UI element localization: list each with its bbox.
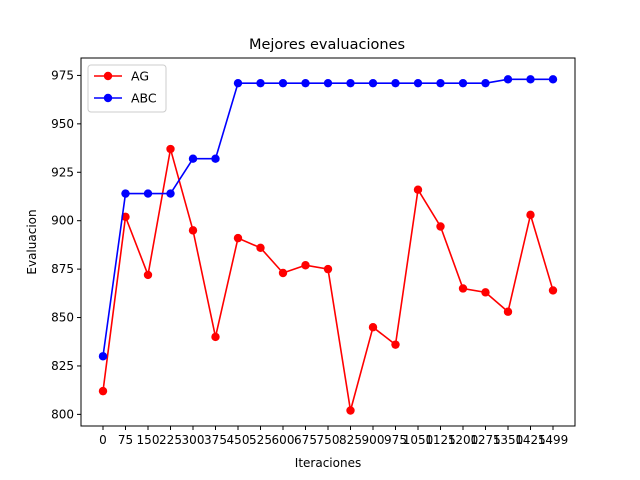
data-point-ag xyxy=(323,264,333,274)
data-point-ag xyxy=(143,270,153,280)
legend-label-abc: ABC xyxy=(131,91,157,106)
data-point-ag xyxy=(458,284,468,293)
y-tick-label: 825 xyxy=(51,359,74,373)
legend-marker-ag xyxy=(103,71,113,81)
data-point-abc xyxy=(368,78,378,88)
data-point-abc xyxy=(413,78,423,88)
y-tick-label: 850 xyxy=(51,311,74,325)
x-tick-label: 450 xyxy=(227,433,250,447)
legend: AG ABC xyxy=(87,64,167,113)
data-point-ag xyxy=(98,386,108,396)
x-tick-label: 1125 xyxy=(425,433,456,447)
x-tick-label: 750 xyxy=(317,433,340,447)
data-point-abc xyxy=(188,154,198,163)
chart-title: Mejores evaluaciones xyxy=(249,37,405,53)
data-point-abc xyxy=(211,154,220,163)
series-layer xyxy=(98,75,558,415)
x-tick-label: 525 xyxy=(249,433,272,447)
x-tick-label: 975 xyxy=(384,433,407,447)
y-axis: 800 825 850 875 900 925 950 975 xyxy=(51,68,81,421)
data-point-ag xyxy=(256,243,265,253)
data-point-abc xyxy=(323,78,333,88)
data-point-ag xyxy=(346,406,355,415)
y-axis-label: Evaluacion xyxy=(25,209,39,274)
data-point-abc xyxy=(278,78,288,88)
x-tick-label: 1200 xyxy=(448,433,479,447)
x-tick-label: 825 xyxy=(339,433,362,447)
data-point-abc xyxy=(503,75,513,84)
data-point-abc xyxy=(436,78,445,88)
y-tick-label: 875 xyxy=(51,262,74,276)
data-point-ag xyxy=(526,210,535,220)
data-point-ag xyxy=(548,286,558,295)
x-tick-label: 900 xyxy=(362,433,385,447)
data-point-abc xyxy=(391,78,400,88)
data-point-ag xyxy=(436,222,445,231)
data-point-ag xyxy=(166,144,175,154)
data-point-ag xyxy=(188,226,198,235)
data-point-ag xyxy=(413,185,423,194)
data-point-abc xyxy=(458,78,468,88)
x-tick-label: 1050 xyxy=(403,433,434,447)
data-point-ag xyxy=(211,332,220,342)
x-tick-label: 1499 xyxy=(538,433,569,447)
y-tick-label: 925 xyxy=(51,165,74,179)
data-point-abc xyxy=(256,78,265,88)
x-tick-label: 150 xyxy=(137,433,160,447)
y-tick-label: 800 xyxy=(51,407,74,421)
x-tick-label: 1275 xyxy=(470,433,501,447)
data-point-abc xyxy=(98,352,108,361)
x-tick-label: 1425 xyxy=(515,433,546,447)
data-point-abc xyxy=(548,75,558,84)
x-tick-label: 675 xyxy=(294,433,317,447)
data-point-abc xyxy=(481,78,490,88)
legend-marker-abc xyxy=(103,93,113,103)
data-point-abc xyxy=(346,78,355,88)
x-tick-label: 375 xyxy=(204,433,227,447)
data-point-ag xyxy=(301,261,310,270)
x-tick-label: 300 xyxy=(182,433,205,447)
data-point-ag xyxy=(503,307,513,316)
data-point-abc xyxy=(166,189,175,198)
data-point-ag xyxy=(391,340,400,349)
data-point-ag xyxy=(481,288,490,297)
x-tick-label: 75 xyxy=(118,433,133,447)
data-point-abc xyxy=(301,78,310,88)
y-tick-label: 900 xyxy=(51,214,74,228)
data-point-ag xyxy=(121,212,130,222)
x-tick-label: 600 xyxy=(272,433,295,447)
legend-label-ag: AG xyxy=(131,69,149,84)
y-tick-label: 950 xyxy=(51,117,74,131)
x-axis-label: Iteraciones xyxy=(295,456,361,470)
x-tick-label: 225 xyxy=(159,433,182,447)
data-point-ag xyxy=(233,233,243,243)
data-point-abc xyxy=(526,75,535,84)
x-tick-label: 0 xyxy=(99,433,107,447)
x-axis: 0 75 150 225 300 375 450 525 600 675 750 825 900 9751… xyxy=(99,426,568,447)
y-tick-label: 975 xyxy=(51,68,74,82)
data-point-abc xyxy=(233,78,243,88)
data-point-ag xyxy=(278,268,288,278)
x-tick-label: 1350 xyxy=(493,433,524,447)
data-point-abc xyxy=(121,189,130,198)
data-point-ag xyxy=(368,323,378,332)
data-point-abc xyxy=(143,189,153,198)
